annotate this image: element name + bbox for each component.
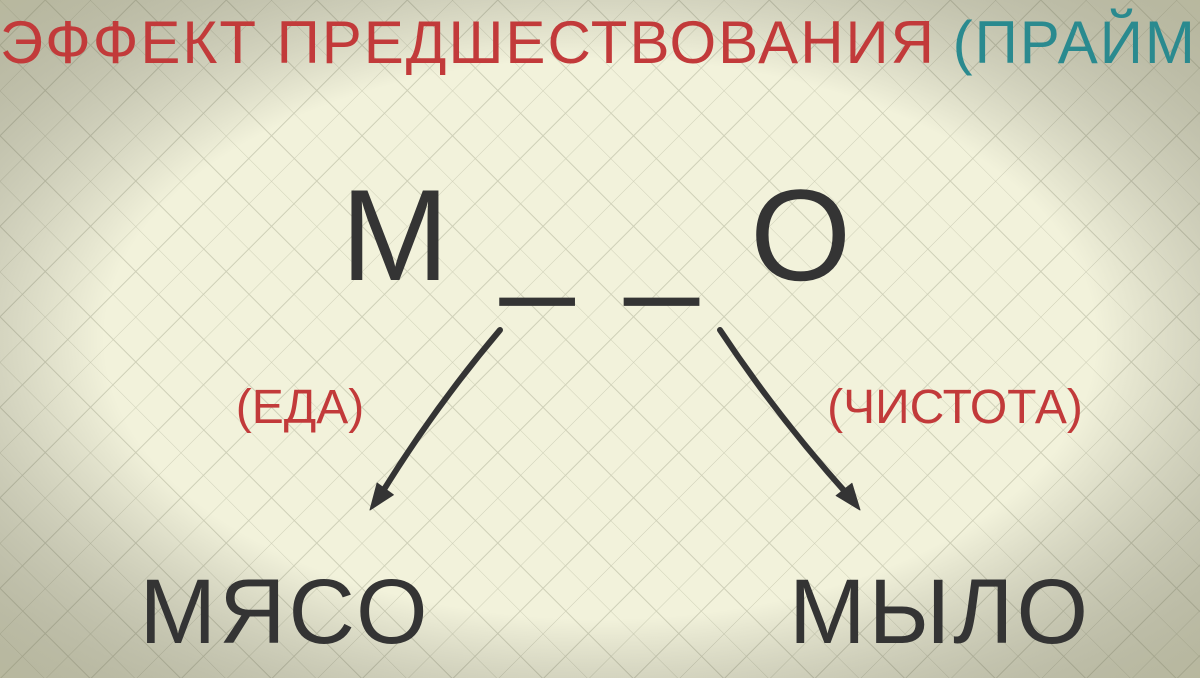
- right-result-word: МЫЛО: [789, 560, 1091, 665]
- right-hint-label: (ЧИСТОТА): [827, 380, 1083, 435]
- center-word: М _ _ О: [341, 160, 859, 310]
- title-main: ЭФФЕКТ ПРЕДШЕСТВОВАНИЯ: [0, 9, 936, 76]
- left-hint-label: (ЕДА): [236, 380, 365, 435]
- left-result-word: МЯСО: [139, 560, 430, 665]
- diagram-stage: ЭФФЕКТ ПРЕДШЕСТВОВАНИЯ (ПРАЙМИНГ) М _ _ …: [0, 0, 1200, 678]
- page-title: ЭФФЕКТ ПРЕДШЕСТВОВАНИЯ (ПРАЙМИНГ): [0, 8, 1200, 77]
- title-parenthetical: (ПРАЙМИНГ): [953, 9, 1200, 76]
